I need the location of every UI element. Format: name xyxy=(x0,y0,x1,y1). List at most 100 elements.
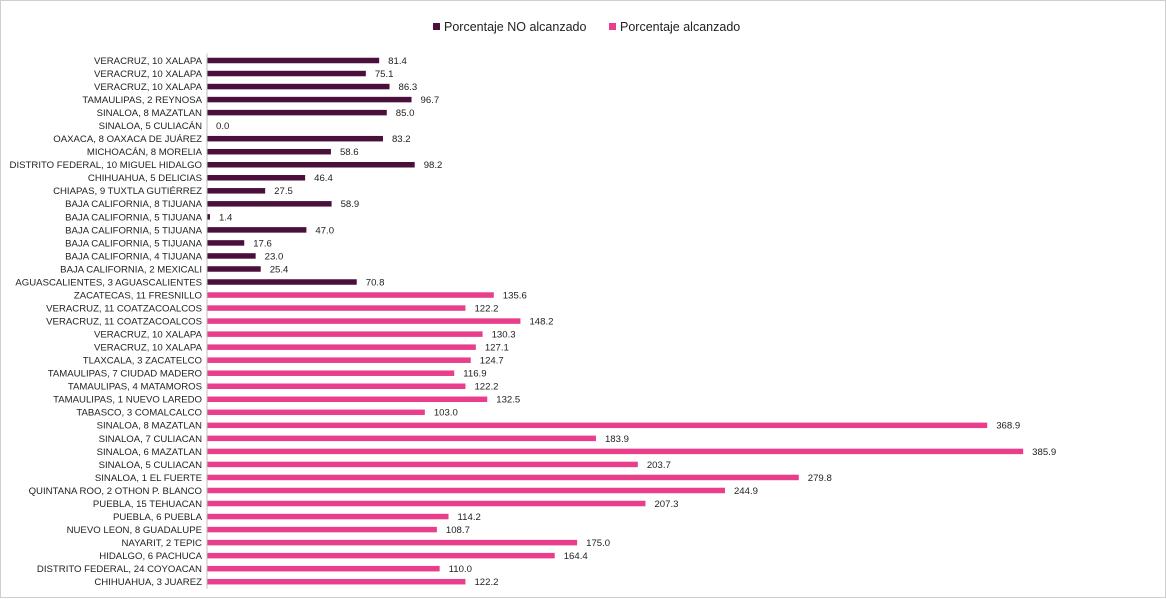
category-label: SINALOA, 1 EL FUERTE xyxy=(95,473,202,484)
category-labels: VERACRUZ, 10 XALAPA VERACRUZ, 10 XALAPA VE… xyxy=(10,56,203,588)
bar xyxy=(207,331,483,337)
category-label: ZACATECAS, 11 FRESNILLO xyxy=(74,290,202,301)
category-label: VERACRUZ, 10 XALAPA xyxy=(94,56,203,67)
value-label: 203.7 xyxy=(647,460,671,471)
category-label: BAJA CALIFORNIA, 5 TIJUANA xyxy=(65,212,202,223)
category-label: TLAXCALA, 3 ZACATELCO xyxy=(83,356,202,367)
bar xyxy=(207,240,245,246)
category-label: CHIHUAHUA, 3 JUAREZ xyxy=(94,577,202,588)
value-label: 110.0 xyxy=(449,564,472,575)
value-label: 75.1 xyxy=(375,69,394,80)
value-label: 122.2 xyxy=(474,577,498,588)
category-label: SINALOA, 5 CULIACAN xyxy=(99,460,203,471)
category-label: BAJA CALIFORNIA, 4 TIJUANA xyxy=(65,251,202,262)
bar xyxy=(207,448,1024,455)
category-label: SINALOA, 8 MAZATLAN xyxy=(97,108,202,119)
bar xyxy=(207,227,307,233)
value-labels: 81.4 75.1 86.396.7 85.0 0.0 83.2 58.6 98.2 46.4 2… xyxy=(216,56,1056,588)
bar xyxy=(207,305,466,311)
category-label: TAMAULIPAS, 2 REYNOSA xyxy=(82,95,202,106)
value-label: 108.7 xyxy=(446,525,470,536)
category-label: OAXACA, 8 OAXACA DE JUÁREZ xyxy=(53,134,202,145)
category-label: BAJA CALIFORNIA, 5 TIJUANA xyxy=(65,225,202,236)
bar xyxy=(207,344,476,350)
value-label: 114.2 xyxy=(458,512,481,523)
category-label: SINALOA, 8 MAZATLAN xyxy=(97,421,202,432)
category-label: TAMAULIPAS, 4 MATAMOROS xyxy=(68,382,202,393)
bar xyxy=(207,135,383,142)
value-label: 132.5 xyxy=(496,395,520,406)
legend-label-0: Porcentaje NO alcanzado xyxy=(444,20,586,34)
value-label: 130.3 xyxy=(492,330,516,341)
bar xyxy=(207,409,425,416)
bar xyxy=(207,539,578,546)
value-label: 83.2 xyxy=(392,134,411,145)
bar xyxy=(207,435,596,442)
bar xyxy=(207,318,521,324)
legend-swatch-0 xyxy=(433,23,440,30)
category-label: VERACRUZ, 11 COATZACOALCOS xyxy=(46,303,202,314)
category-label: NAYARIT, 2 TEPIC xyxy=(121,538,202,549)
category-label: SINALOA, 5 CULIACÁN xyxy=(99,121,203,132)
bar xyxy=(207,201,332,207)
value-label: 58.6 xyxy=(340,147,359,158)
bar xyxy=(207,565,440,572)
category-label: VERACRUZ, 10 XALAPA xyxy=(94,69,203,80)
value-label: 70.8 xyxy=(366,277,385,288)
category-label: VERACRUZ, 10 XALAPA xyxy=(94,343,203,354)
value-label: 279.8 xyxy=(808,473,832,484)
value-label: 17.6 xyxy=(253,238,272,249)
value-label: 103.0 xyxy=(434,408,458,419)
category-label: TAMAULIPAS, 1 NUEVO LAREDO xyxy=(53,395,202,406)
category-label: BAJA CALIFORNIA, 5 TIJUANA xyxy=(65,238,202,249)
value-label: 47.0 xyxy=(315,225,334,236)
bar xyxy=(207,279,357,285)
value-label: 135.6 xyxy=(503,290,527,301)
value-label: 175.0 xyxy=(586,538,610,549)
category-label: DISTRITO FEDERAL, 10 MIGUEL HIDALGO xyxy=(10,160,202,171)
value-label: 27.5 xyxy=(274,186,293,197)
category-label: HIDALGO, 6 PACHUCA xyxy=(99,551,202,562)
bar xyxy=(207,253,256,259)
category-label: BAJA CALIFORNIA, 8 TIJUANA xyxy=(65,199,202,210)
value-label: 244.9 xyxy=(734,486,758,497)
bar xyxy=(207,109,387,116)
bar xyxy=(207,513,449,520)
value-label: 86.3 xyxy=(399,82,418,93)
legend: Porcentaje NO alcanzado Porcentaje alcanz… xyxy=(433,20,740,34)
category-label: DISTRITO FEDERAL, 24 COYOACAN xyxy=(37,564,202,575)
category-label: TABASCO, 3 COMALCALCO xyxy=(76,408,202,419)
bar xyxy=(207,383,466,389)
bar xyxy=(207,422,988,429)
category-label: NUEVO LEON, 8 GUADALUPE xyxy=(67,525,202,536)
value-label: 148.2 xyxy=(529,317,553,328)
category-label: TAMAULIPAS, 7 CIUDAD MADERO xyxy=(48,369,202,380)
bar xyxy=(207,461,638,468)
category-label: PUEBLA, 6 PUEBLA xyxy=(113,512,203,523)
legend-label-1: Porcentaje alcanzado xyxy=(620,20,740,34)
bar xyxy=(207,96,412,103)
category-label: VERACRUZ, 11 COATZACOALCOS xyxy=(46,317,202,328)
value-label: 368.9 xyxy=(996,421,1020,432)
value-label: 122.2 xyxy=(474,303,498,314)
category-label: BAJA CALIFORNIA, 2 MEXICALI xyxy=(60,264,202,275)
category-label: CHIAPAS, 9 TUXTLA GUTIÉRREZ xyxy=(53,186,202,197)
bars xyxy=(207,57,1024,585)
bar xyxy=(207,500,646,507)
category-label: SINALOA, 6 MAZATLAN xyxy=(97,447,202,458)
category-label: AGUASCALIENTES, 3 AGUASCALIENTES xyxy=(15,277,202,288)
value-label: 164.4 xyxy=(564,551,589,562)
bar xyxy=(207,161,415,168)
bar xyxy=(207,57,380,64)
value-label: 81.4 xyxy=(388,56,407,67)
bar xyxy=(207,83,390,90)
value-label: 98.2 xyxy=(424,160,443,171)
bar xyxy=(207,214,210,220)
value-label: 0.0 xyxy=(216,121,229,132)
category-label: VERACRUZ, 10 XALAPA xyxy=(94,82,203,93)
bar xyxy=(207,578,466,585)
legend-swatch-1 xyxy=(609,23,616,30)
value-label: 58.9 xyxy=(341,199,360,210)
bar xyxy=(207,266,261,272)
value-label: 127.1 xyxy=(485,343,509,354)
